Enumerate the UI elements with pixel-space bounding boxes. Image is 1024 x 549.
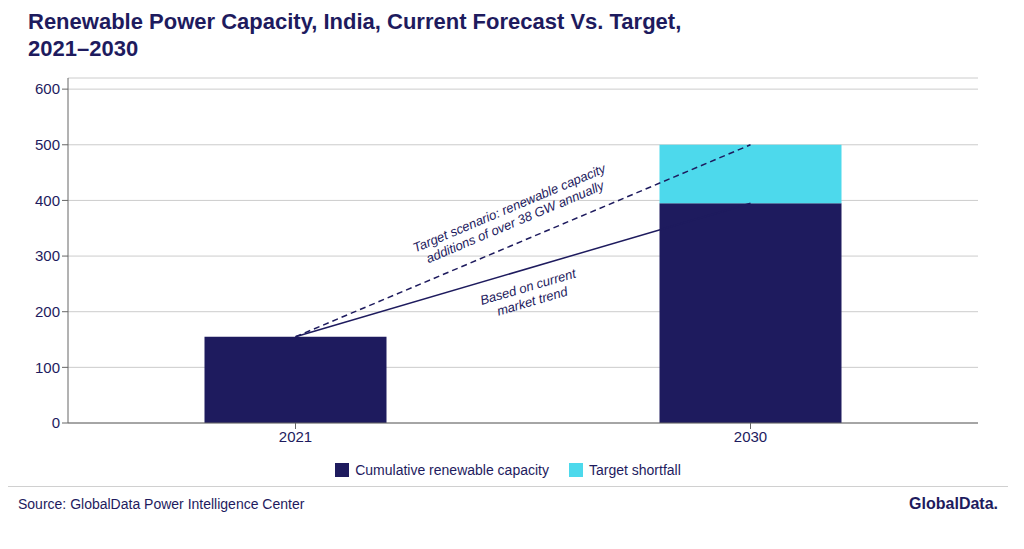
svg-text:500: 500 bbox=[35, 136, 60, 153]
svg-text:100: 100 bbox=[35, 359, 60, 376]
svg-text:400: 400 bbox=[35, 192, 60, 209]
html-text:Target shortfall: Target shortfall bbox=[589, 462, 681, 478]
svg-text:Based on currentmarket trend: Based on currentmarket trend bbox=[478, 265, 583, 322]
html-text:Source: GlobalData Power Intel: Source: GlobalData Power Intelligence Ce… bbox=[18, 496, 305, 512]
html-text:2021–2030: 2021–2030 bbox=[28, 36, 139, 61]
svg-text:2030: 2030 bbox=[734, 428, 767, 445]
svg-text:300: 300 bbox=[35, 247, 60, 264]
svg-text:200: 200 bbox=[35, 303, 60, 320]
svg-text:2021: 2021 bbox=[279, 428, 312, 445]
html-text:GlobalData.: GlobalData. bbox=[909, 495, 998, 512]
svg-text:600: 600 bbox=[35, 80, 60, 97]
svg-text:0: 0 bbox=[52, 414, 60, 431]
svg-text:Target scenario: renewable cap: Target scenario: renewable capacityaddit… bbox=[411, 160, 615, 269]
html-text:Cumulative renewable capacity: Cumulative renewable capacity bbox=[355, 462, 549, 478]
html-text:Renewable Power Capacity, Indi: Renewable Power Capacity, India, Current… bbox=[28, 9, 682, 34]
